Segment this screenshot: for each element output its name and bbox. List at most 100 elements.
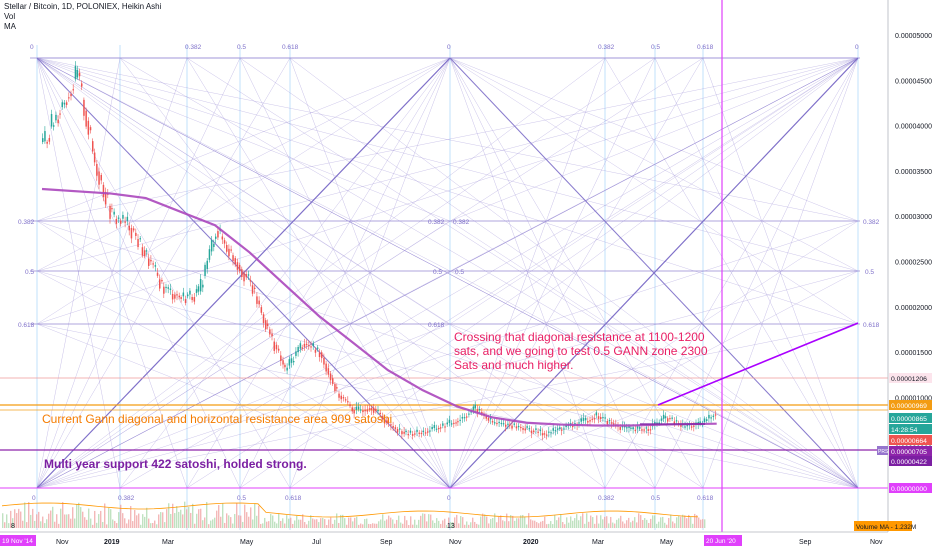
volume-bar <box>366 518 368 528</box>
candle <box>662 414 665 419</box>
price-axis-tick: 0.00003500 <box>895 169 932 176</box>
volume-bar <box>342 514 344 528</box>
volume-bar <box>282 518 284 528</box>
volume-bar <box>16 513 18 528</box>
volume-bar <box>588 521 590 528</box>
volume-bar <box>468 524 470 528</box>
candle <box>277 348 280 351</box>
volume-bar <box>184 501 186 528</box>
candle <box>68 97 70 99</box>
volume-bar <box>4 522 6 528</box>
diagonal-trendline <box>657 322 859 406</box>
candle <box>589 420 591 422</box>
candle <box>572 425 574 428</box>
volume-bar <box>120 504 122 528</box>
candle <box>552 428 554 431</box>
volume-bar <box>86 519 88 528</box>
candle <box>604 417 606 419</box>
candle <box>509 424 511 426</box>
candle <box>515 426 518 429</box>
candle <box>578 422 580 424</box>
volume-bar <box>406 520 408 528</box>
candle <box>636 426 639 429</box>
volume-bar <box>636 522 638 528</box>
candle <box>176 294 178 296</box>
candle <box>453 422 455 425</box>
volume-bar <box>50 510 52 528</box>
candle <box>481 411 483 414</box>
gann-main-diagonal <box>449 57 859 489</box>
fib-label: 0 <box>447 44 451 51</box>
annotation-pink-line: Sats and much higher. <box>454 358 573 372</box>
volume-bar <box>210 520 212 528</box>
price-axis-tick: 0.00002000 <box>895 305 932 312</box>
volume-bar <box>314 519 316 528</box>
candle <box>362 410 364 413</box>
volume-bar <box>700 519 702 528</box>
candle <box>455 422 457 424</box>
volume-bar <box>688 514 690 528</box>
volume-bar <box>384 520 386 528</box>
candle <box>327 368 330 375</box>
volume-bar <box>516 518 518 528</box>
candle <box>399 428 401 430</box>
candle <box>256 296 258 304</box>
volume-bar <box>326 524 328 528</box>
volume-bar <box>6 514 8 528</box>
candle <box>282 360 284 365</box>
candle <box>132 228 135 231</box>
price-label-422-text: 0.00000422 <box>891 459 927 466</box>
candle <box>238 264 241 271</box>
candle <box>199 279 202 292</box>
candle <box>154 265 157 267</box>
volume-bar <box>334 519 336 528</box>
volume-bar <box>470 522 472 528</box>
time-axis-tick: May <box>660 539 674 546</box>
volume-bar <box>64 514 66 528</box>
candle <box>305 343 308 345</box>
candle <box>489 418 492 420</box>
candle <box>269 329 271 335</box>
candle <box>260 307 263 313</box>
volume-bar <box>570 516 572 528</box>
candle <box>420 432 423 435</box>
volume-bar <box>198 509 200 528</box>
candle <box>202 284 204 288</box>
volume-bar <box>176 506 178 528</box>
volume-bar <box>226 513 228 528</box>
volume-bar <box>108 508 110 528</box>
candle <box>396 429 399 433</box>
volume-bar <box>586 513 588 528</box>
volume-bar <box>128 519 130 528</box>
candle <box>656 422 658 425</box>
volume-bar <box>232 523 234 528</box>
candle <box>182 292 185 297</box>
candle <box>360 409 362 411</box>
candle <box>78 72 81 77</box>
candle <box>429 430 431 432</box>
gann-fan-line <box>36 57 241 489</box>
price-label-865-bg <box>889 413 932 423</box>
volume-bar <box>124 518 126 528</box>
candle <box>565 424 567 427</box>
volume-bar <box>142 514 144 528</box>
candle <box>714 414 717 416</box>
volume-bar <box>114 520 116 528</box>
gann-fan-line <box>604 57 859 489</box>
candle <box>318 352 321 358</box>
volume-bar <box>664 522 666 528</box>
volume-bar <box>310 515 312 528</box>
volume-bar <box>208 524 210 528</box>
candle <box>342 397 345 399</box>
candle <box>520 426 522 429</box>
price-label-1206-bg <box>889 373 932 383</box>
candle <box>111 208 113 210</box>
price-label-969: 0.00000969 <box>889 400 932 410</box>
candle <box>563 428 565 430</box>
candle <box>461 416 464 419</box>
candle <box>353 409 355 414</box>
volume-bar <box>276 523 278 528</box>
candle <box>535 428 537 430</box>
